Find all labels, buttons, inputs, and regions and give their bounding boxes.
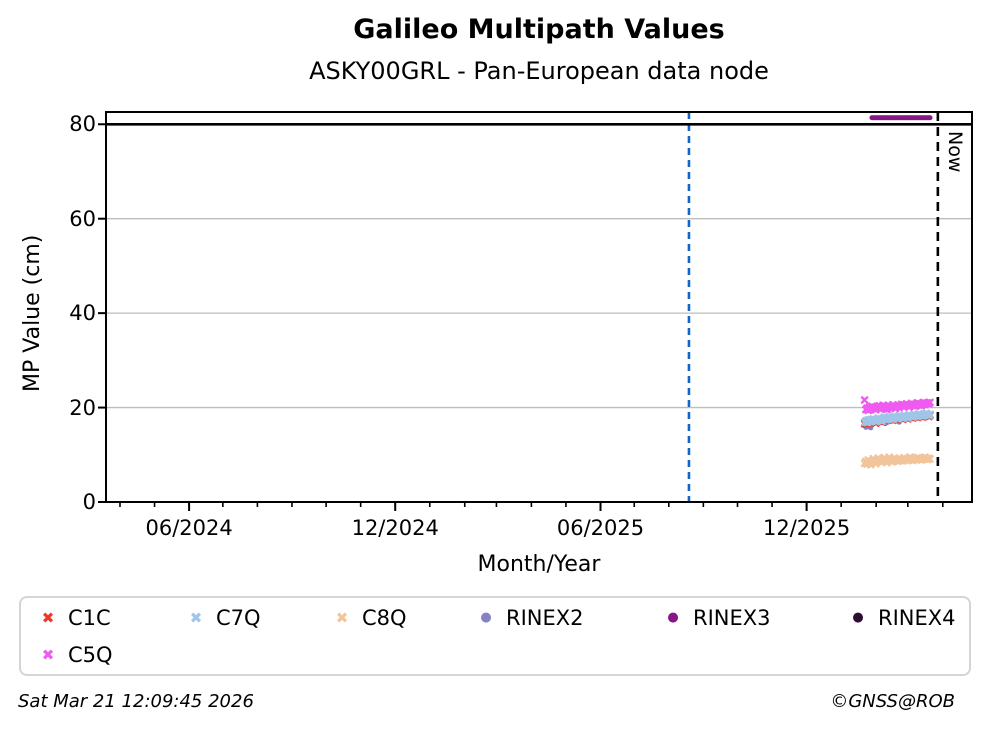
y-tick-label: 20 — [69, 395, 96, 420]
legend-label: C5Q — [68, 643, 113, 667]
legend-label: RINEX4 — [878, 606, 956, 630]
plot-border — [105, 111, 973, 503]
c8q-marker-icon: ✖ — [335, 609, 349, 627]
series-c7q — [860, 409, 934, 427]
c1c-marker-icon: ✖ — [41, 609, 55, 627]
y-tick-label: 0 — [82, 490, 96, 514]
now-annotation: Now — [944, 131, 966, 173]
copyright-credit: ©GNSS@ROB — [830, 691, 955, 712]
legend-label: C1C — [68, 606, 111, 630]
legend-item-rinex4: ● RINEX4 — [848, 606, 956, 630]
series-rinex3 — [869, 115, 933, 121]
series-c5q — [860, 396, 934, 415]
chart-subtitle: ASKY00GRL - Pan-European data node — [309, 57, 769, 85]
chart-title: Galileo Multipath Values — [353, 14, 725, 45]
legend-item-rinex3: ● RINEX3 — [663, 606, 771, 630]
c7q-marker-icon: ✖ — [189, 609, 203, 627]
rinex3-marker-icon: ● — [667, 610, 679, 625]
c5q-marker-icon: ✖ — [41, 646, 55, 664]
legend-item-rinex2: ● RINEX2 — [476, 606, 584, 630]
legend-label: RINEX2 — [506, 606, 584, 630]
x-tick-label: 06/2024 — [145, 516, 233, 540]
legend-item-c5q: ✖ C5Q — [38, 643, 113, 667]
x-tick-label: 12/2024 — [351, 516, 439, 540]
legend-item-c7q: ✖ C7Q — [186, 606, 261, 630]
series-c8q — [860, 453, 934, 469]
y-tick-label: 80 — [69, 112, 96, 137]
legend-label: RINEX3 — [693, 606, 771, 630]
y-tick-label: 40 — [69, 301, 96, 326]
chart-legend: ✖ C1C ✖ C7Q ✖ C8Q ● RINEX2 ● RINEX3 ● RINEX4 ✖… — [19, 596, 971, 676]
legend-label: C8Q — [362, 606, 407, 630]
y-tick-label: 60 — [69, 206, 96, 231]
rinex4-marker-icon: ● — [852, 610, 864, 625]
x-axis-label: Month/Year — [477, 552, 601, 577]
plot-timestamp: Sat Mar 21 12:09:45 2026 — [18, 691, 254, 712]
legend-item-c1c: ✖ C1C — [38, 606, 111, 630]
legend-label: C7Q — [216, 606, 261, 630]
x-tick-label: 12/2025 — [762, 516, 851, 540]
y-axis-label: MP Value (cm) — [20, 234, 45, 392]
rinex2-marker-icon: ● — [480, 610, 492, 625]
legend-item-c8q: ✖ C8Q — [332, 606, 407, 630]
x-tick-label: 06/2025 — [556, 516, 645, 540]
